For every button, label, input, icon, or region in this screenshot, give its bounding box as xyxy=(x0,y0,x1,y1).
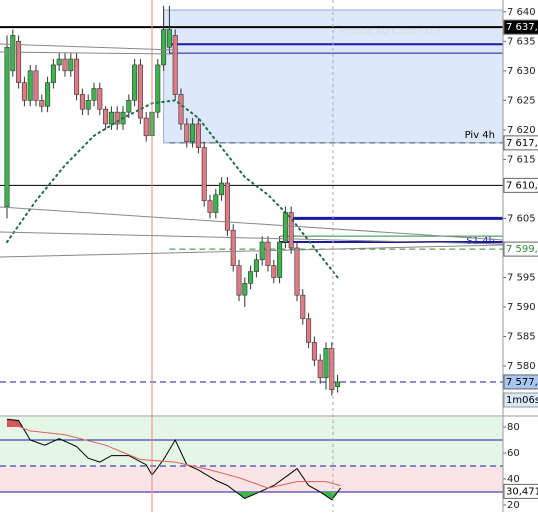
price-label: 7 577,3 xyxy=(506,377,538,388)
trendline xyxy=(0,244,504,258)
trendline xyxy=(0,51,176,55)
candle-body xyxy=(10,35,16,72)
candle-body xyxy=(300,294,306,320)
candle-body xyxy=(224,182,230,231)
candle-body xyxy=(201,147,207,202)
candle-timer: 1m06s xyxy=(506,395,538,406)
candle-body xyxy=(126,100,132,113)
candle-body xyxy=(288,212,294,249)
y-tick-label: 7 605 xyxy=(507,213,536,224)
candle-body xyxy=(236,265,242,296)
candle-body xyxy=(178,94,184,125)
candle-body xyxy=(184,123,190,142)
candle-body xyxy=(306,318,312,343)
candle-body xyxy=(56,58,62,66)
price-label-box xyxy=(503,177,538,193)
candle-body xyxy=(45,82,51,107)
candle-body xyxy=(33,70,39,101)
candle-body xyxy=(207,200,213,213)
candle-body xyxy=(39,100,45,107)
candle-body xyxy=(317,359,323,379)
price-label: 7 610,6 xyxy=(506,180,538,191)
candle-body xyxy=(108,111,114,125)
y-tick-label: 7 635 xyxy=(507,36,536,47)
candle-body xyxy=(282,212,288,243)
candle-body xyxy=(16,41,22,83)
candle-body xyxy=(294,247,300,296)
y-tick-label: 7 615 xyxy=(507,154,536,165)
candle-body xyxy=(137,64,143,119)
candle-body xyxy=(311,342,317,361)
candle-body xyxy=(4,46,10,207)
candle-body xyxy=(155,64,161,113)
candle-body xyxy=(79,94,85,110)
price-label: 7 617,8 xyxy=(506,138,538,149)
value-label: 30,471 xyxy=(506,486,538,497)
level-annotation: S1 4h xyxy=(466,236,495,247)
candle-body xyxy=(62,58,68,72)
y-tick-label: 7 640 xyxy=(507,7,536,18)
price-label: 7 599,8 xyxy=(506,244,538,255)
candle-body xyxy=(91,88,97,101)
moving-average xyxy=(6,99,339,279)
y-tick-label: 7 580 xyxy=(507,361,536,372)
candle-body xyxy=(97,88,103,110)
candle-body xyxy=(277,241,283,278)
oscillator-line xyxy=(6,421,341,489)
candle-body xyxy=(219,182,225,196)
candle-body xyxy=(68,58,74,72)
y-tick-label: 7 585 xyxy=(507,331,536,342)
candle-body xyxy=(213,194,219,213)
trendline xyxy=(0,43,176,51)
y-tick-label: 80 xyxy=(507,422,520,433)
y-tick-label: 7 630 xyxy=(507,66,536,77)
candle-body xyxy=(265,241,271,266)
y-tick-label: 20 xyxy=(507,500,520,511)
value-label-box xyxy=(503,483,538,499)
candle-body xyxy=(114,111,120,125)
candle-body xyxy=(143,117,149,137)
candle-body xyxy=(253,259,259,272)
candle-body xyxy=(21,82,27,101)
y-tick-label: 40 xyxy=(507,474,520,485)
y-tick-label: 7 590 xyxy=(507,302,536,313)
candle-body xyxy=(50,64,56,83)
oscillator-line xyxy=(6,418,341,501)
overbought-band xyxy=(0,417,503,466)
candle-body xyxy=(195,123,201,148)
candle-body xyxy=(161,29,167,66)
candle-body xyxy=(190,123,196,142)
price-label-box xyxy=(503,135,538,151)
candle-body xyxy=(335,381,341,387)
candle-body xyxy=(329,347,335,390)
level-annotation: Piv 4h xyxy=(465,130,495,141)
y-tick-label: 7 625 xyxy=(507,95,536,106)
y-tick-label: 7 620 xyxy=(507,125,536,136)
trendline xyxy=(0,231,504,245)
candle-body xyxy=(103,108,109,125)
oversold-band xyxy=(0,465,503,492)
candle-body xyxy=(248,271,254,284)
candle-body xyxy=(27,70,33,101)
candle-body xyxy=(132,64,138,101)
candle-body xyxy=(172,35,178,95)
candle-body xyxy=(74,58,80,95)
y-tick-label: 60 xyxy=(507,448,520,459)
candle-body xyxy=(230,229,236,266)
y-tick-label: 7 595 xyxy=(507,272,536,283)
trendline xyxy=(0,206,504,241)
price-label-box xyxy=(503,374,538,390)
watermark-title: France 40 Cash (1C) xyxy=(339,26,440,37)
price-label-box xyxy=(503,19,538,35)
candle-body xyxy=(85,100,91,110)
candle-body xyxy=(271,265,277,278)
price-label-box xyxy=(503,241,538,257)
candle-body xyxy=(166,29,172,48)
candle-body xyxy=(323,347,329,379)
price-label: 7 637,4 xyxy=(506,22,538,33)
candle-body xyxy=(242,283,248,296)
timer-box xyxy=(503,392,538,408)
